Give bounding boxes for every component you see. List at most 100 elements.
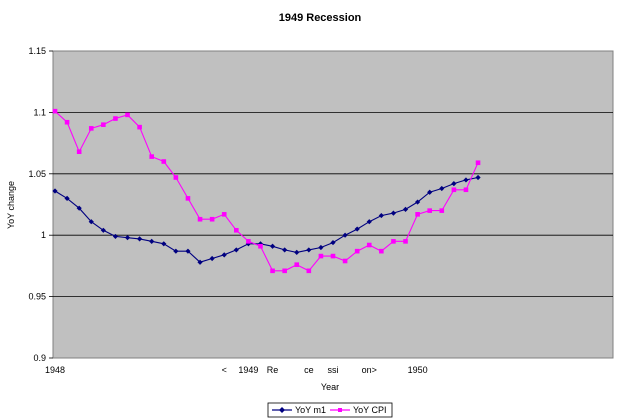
data-point xyxy=(112,233,119,240)
data-point xyxy=(330,253,336,259)
chart-title: 1949 Recession xyxy=(279,12,362,24)
data-point xyxy=(270,268,275,274)
data-point xyxy=(318,244,324,251)
legend-marker-cpi xyxy=(338,408,342,412)
x-tick-label: 1949 xyxy=(238,365,258,375)
data-point xyxy=(234,227,239,233)
y-tick-label: 1 xyxy=(41,230,46,240)
data-point xyxy=(52,188,58,194)
data-point xyxy=(379,248,384,254)
legend-label-m1: YoY m1 xyxy=(295,405,326,415)
data-point xyxy=(439,185,445,192)
data-point xyxy=(88,219,94,225)
gridlines xyxy=(53,112,613,298)
data-point xyxy=(64,119,70,125)
data-point xyxy=(173,248,179,254)
data-point xyxy=(137,124,142,130)
legend-item-cpi: YoY CPI xyxy=(330,405,387,415)
data-point xyxy=(342,232,348,238)
data-point xyxy=(306,247,312,253)
data-point xyxy=(342,258,348,264)
data-point xyxy=(366,219,372,225)
data-point xyxy=(378,212,384,219)
series-layer xyxy=(52,108,481,274)
data-point xyxy=(76,205,82,211)
y-tick-label: 0.95 xyxy=(28,292,46,302)
legend: YoY m1 YoY CPI xyxy=(267,402,393,418)
data-point xyxy=(403,239,408,244)
data-point xyxy=(52,108,58,114)
data-point xyxy=(197,259,203,265)
data-point xyxy=(318,253,324,259)
plot-area xyxy=(52,50,614,359)
data-point xyxy=(161,159,167,164)
data-point xyxy=(354,248,360,254)
data-point xyxy=(269,243,276,249)
data-point xyxy=(294,249,300,255)
data-point xyxy=(173,175,179,180)
data-point xyxy=(390,210,397,216)
data-point xyxy=(101,122,106,127)
x-axis-ticks: 1948 <1949 Re ce ssi on> 1950 xyxy=(45,365,428,375)
x-tick-label: ssi xyxy=(328,365,339,375)
x-tick-label: Re xyxy=(267,365,279,375)
data-point xyxy=(113,116,118,121)
data-point xyxy=(451,187,457,193)
data-point xyxy=(125,112,130,118)
legend-label-cpi: YoY CPI xyxy=(353,405,387,415)
data-point xyxy=(124,235,131,241)
x-tick-label: 1950 xyxy=(408,365,428,375)
data-point xyxy=(221,212,227,217)
data-point xyxy=(233,247,239,253)
data-point xyxy=(88,126,94,131)
y-tick-label: 0.9 xyxy=(33,353,46,363)
data-point xyxy=(149,154,154,159)
legend-item-m1: YoY m1 xyxy=(272,405,326,415)
data-point xyxy=(209,255,215,262)
data-point xyxy=(64,195,70,201)
data-point xyxy=(463,187,469,193)
data-point xyxy=(330,239,336,246)
data-point xyxy=(76,149,82,154)
data-point xyxy=(161,241,167,247)
y-tick-label: 1.15 xyxy=(28,46,46,56)
series-yoy-m1 xyxy=(52,174,481,265)
data-point xyxy=(306,268,312,274)
y-tick-label: 1.1 xyxy=(33,107,46,117)
data-point xyxy=(451,181,457,187)
data-point xyxy=(137,236,143,242)
data-point xyxy=(209,216,215,222)
data-point xyxy=(197,216,203,222)
data-point xyxy=(427,208,432,213)
data-point xyxy=(415,199,421,205)
y-tick-label: 1.05 xyxy=(28,169,46,179)
y-axis-label: YoY change xyxy=(6,181,16,229)
data-point xyxy=(282,268,287,274)
x-tick-label: 1948 xyxy=(45,365,65,375)
data-point xyxy=(221,252,227,258)
data-point xyxy=(475,160,481,166)
series-yoy-cpi xyxy=(52,108,481,274)
x-tick-label: on> xyxy=(362,365,377,375)
data-point xyxy=(185,196,191,201)
data-point xyxy=(282,247,288,253)
data-point xyxy=(185,248,191,254)
data-point xyxy=(366,242,372,248)
data-point xyxy=(402,206,409,213)
data-point xyxy=(391,239,396,244)
x-axis-label: Year xyxy=(321,382,339,392)
data-point xyxy=(354,226,360,232)
data-point xyxy=(427,189,433,195)
data-point xyxy=(415,212,420,217)
x-tick-label: ce xyxy=(304,365,314,375)
data-point xyxy=(246,239,251,244)
data-point xyxy=(149,238,155,244)
legend-marker-m1 xyxy=(279,407,285,413)
data-point xyxy=(475,174,481,181)
data-point xyxy=(294,262,300,267)
x-tick-label: < xyxy=(222,365,227,375)
data-point xyxy=(439,208,445,213)
y-axis-ticks: 0.9 0.95 1 1.05 1.1 1.15 xyxy=(28,46,53,363)
data-point xyxy=(463,177,469,183)
